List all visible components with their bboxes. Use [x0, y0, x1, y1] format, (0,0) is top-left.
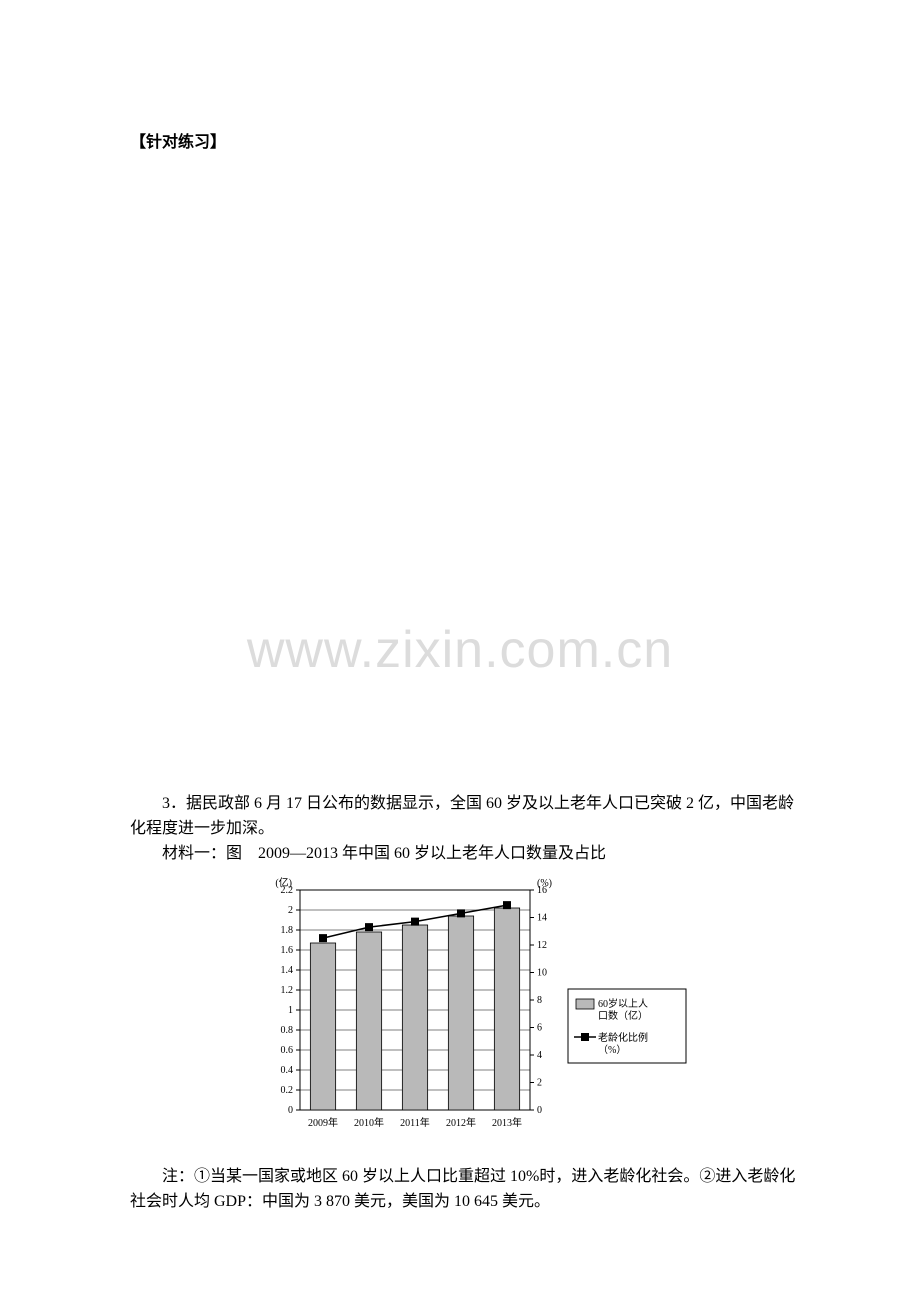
- svg-text:4: 4: [537, 1050, 542, 1061]
- svg-text:1.2: 1.2: [281, 985, 294, 996]
- question-block: 3．据民政部 6 月 17 日公布的数据显示，全国 60 岁及以上老年人口已突破…: [130, 792, 810, 1215]
- question-text-1: 据民政部 6 月 17 日公布的数据显示，全国 60 岁及以上老年人口已突破 2…: [130, 795, 794, 837]
- svg-text:1.4: 1.4: [281, 965, 294, 976]
- svg-text:2013年: 2013年: [492, 1116, 522, 1129]
- svg-text:0.4: 0.4: [281, 1065, 294, 1076]
- svg-text:1.6: 1.6: [281, 945, 294, 956]
- svg-text:2010年: 2010年: [354, 1116, 384, 1129]
- svg-text:0.6: 0.6: [281, 1045, 294, 1056]
- chart-note: 注：①当某一国家或地区 60 岁以上人口比重超过 10%时，进入老龄化社会。②进…: [130, 1165, 810, 1215]
- svg-text:1.8: 1.8: [281, 925, 294, 936]
- question-number: 3．: [162, 795, 186, 812]
- svg-text:6: 6: [537, 1023, 542, 1034]
- svg-text:(%): (%): [537, 878, 552, 889]
- svg-text:10: 10: [537, 968, 547, 979]
- svg-text:2012年: 2012年: [446, 1116, 476, 1129]
- svg-text:2009年: 2009年: [308, 1116, 338, 1129]
- svg-text:（%）: （%）: [598, 1044, 626, 1056]
- svg-text:2: 2: [537, 1078, 542, 1089]
- svg-text:12: 12: [537, 940, 547, 951]
- svg-text:1: 1: [288, 1005, 293, 1016]
- svg-text:2011年: 2011年: [400, 1116, 430, 1129]
- material-label: 材料一：图 2009—2013 年中国 60 岁以上老年人口数量及占比: [130, 842, 810, 867]
- svg-text:8: 8: [537, 995, 542, 1006]
- svg-text:老龄化比例: 老龄化比例: [598, 1031, 648, 1044]
- svg-text:14: 14: [537, 913, 547, 924]
- svg-text:2: 2: [288, 905, 293, 916]
- chart-container: 00.20.40.60.811.21.41.61.822.2(亿)0246810…: [230, 872, 710, 1161]
- svg-text:0: 0: [537, 1105, 542, 1116]
- page-content: 【针对练习】 3．据民政部 6 月 17 日公布的数据显示，全国 60 岁及以上…: [130, 128, 810, 1215]
- svg-text:60岁以上人: 60岁以上人: [598, 997, 648, 1010]
- svg-text:0.8: 0.8: [281, 1025, 294, 1036]
- svg-text:口数（亿）: 口数（亿）: [598, 1009, 648, 1022]
- svg-text:0.2: 0.2: [281, 1085, 294, 1096]
- question-para-1: 3．据民政部 6 月 17 日公布的数据显示，全国 60 岁及以上老年人口已突破…: [130, 792, 810, 842]
- svg-text:0: 0: [288, 1105, 293, 1116]
- aging-chart: 00.20.40.60.811.21.41.61.822.2(亿)0246810…: [230, 872, 710, 1152]
- svg-text:(亿): (亿): [275, 876, 292, 889]
- section-heading: 【针对练习】: [130, 128, 810, 152]
